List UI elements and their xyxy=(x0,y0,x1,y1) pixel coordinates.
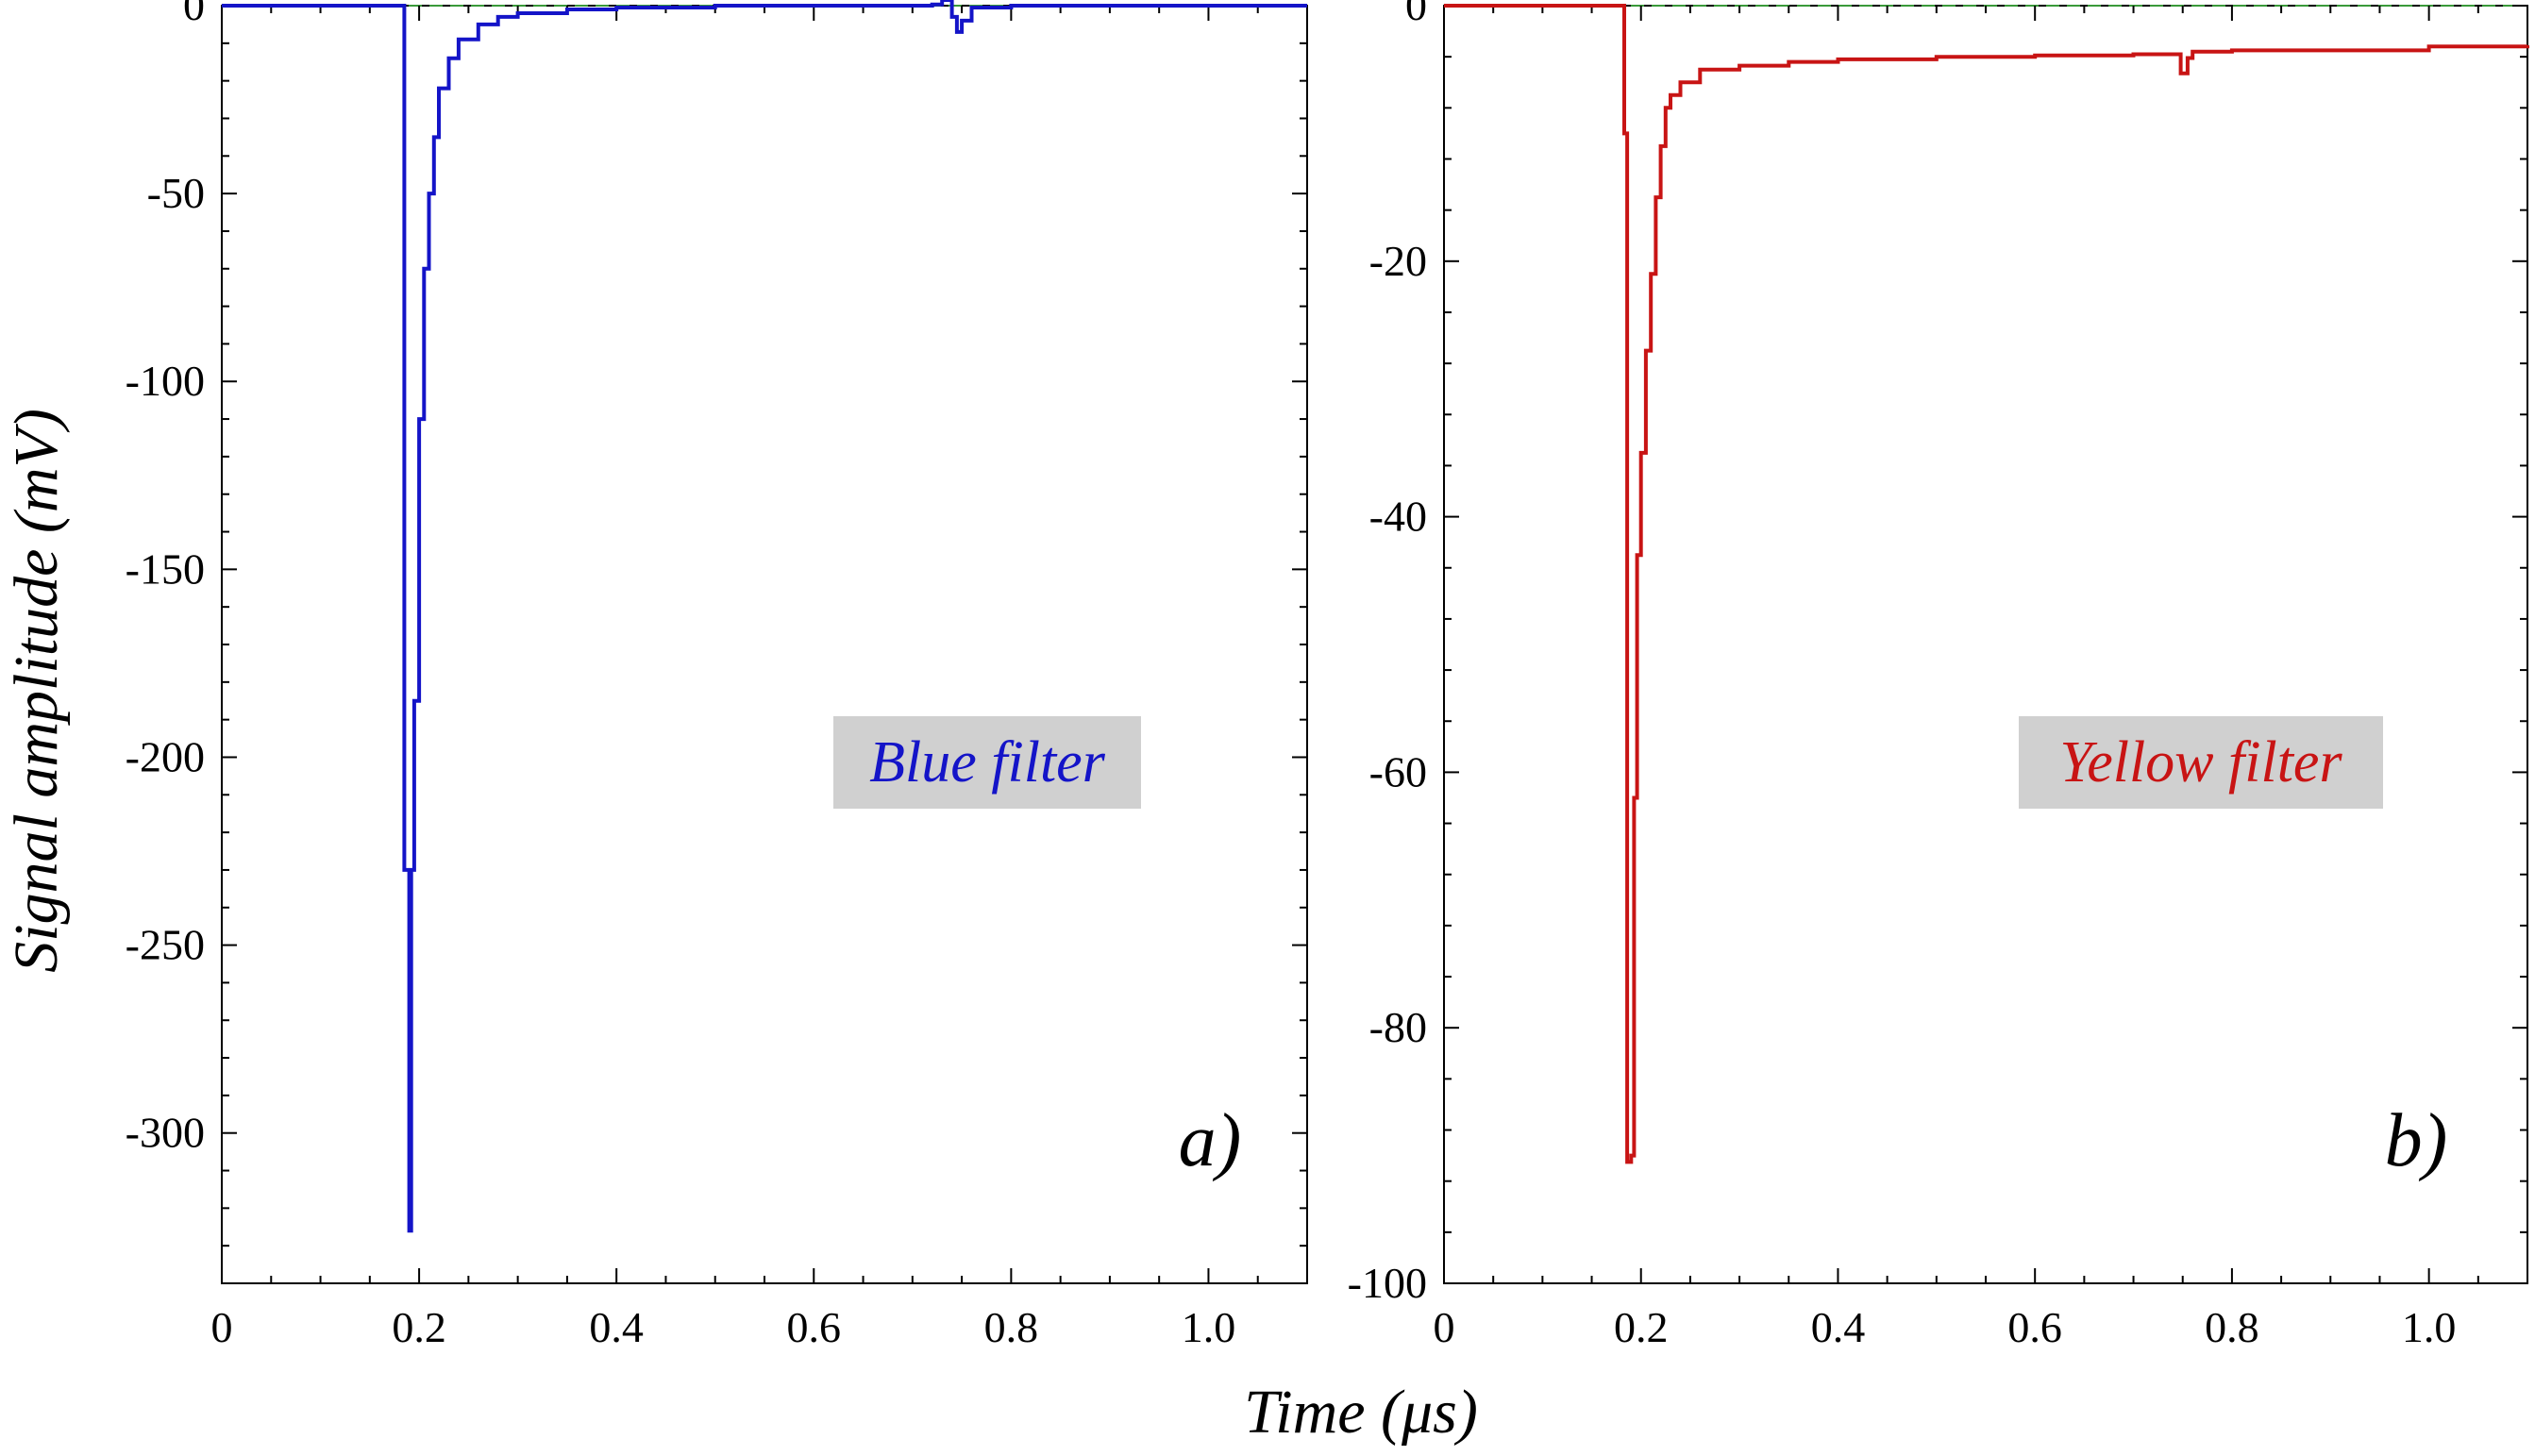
filter-label-b: Yellow filter xyxy=(2059,730,2342,795)
filter-label-a: Blue filter xyxy=(869,730,1106,795)
x-tick-label-b: 0 xyxy=(1434,1303,1455,1351)
y-tick-label-b: -60 xyxy=(1369,747,1427,795)
y-tick-label-a: -300 xyxy=(126,1109,205,1157)
x-tick-label-a: 0 xyxy=(211,1303,233,1351)
y-tick-label-a: -200 xyxy=(126,732,205,780)
panel-a-blue-filter: 0 0.2 0.4 0.6 0.8 1.0 0 -50 -100 -150 -200 -250 -300… xyxy=(126,0,1308,1351)
y-tick-label-b: 0 xyxy=(1405,0,1427,29)
x-tick-label-b: 1.0 xyxy=(2402,1303,2457,1351)
x-tick-label-a: 0.8 xyxy=(984,1303,1039,1351)
filter-label-bg-a xyxy=(833,716,1141,809)
panel-b-yellow-filter: 0 0.2 0.4 0.6 0.8 1.0 0 -20 -40 -60 -80 -100 Yellow … xyxy=(1348,0,2529,1351)
x-axis-title: Time (μs) xyxy=(1244,1378,1478,1447)
y-tick-label-b: -40 xyxy=(1369,493,1427,541)
y-tick-label-b: -100 xyxy=(1348,1259,1427,1307)
filter-label-bg-b xyxy=(2019,716,2383,809)
panel-letter-b: b) xyxy=(2385,1099,2448,1182)
x-tick-label-a: 0.6 xyxy=(787,1303,842,1351)
x-tick-label-b: 0.4 xyxy=(1811,1303,1866,1351)
x-tick-label-a: 1.0 xyxy=(1182,1303,1236,1351)
y-tick-label-a: -250 xyxy=(126,921,205,969)
y-tick-label-a: -100 xyxy=(126,357,205,405)
x-tick-label-b: 0.2 xyxy=(1614,1303,1669,1351)
panel-letter-a: a) xyxy=(1179,1099,1242,1182)
y-tick-label-b: -20 xyxy=(1369,237,1427,285)
x-tick-label-b: 0.8 xyxy=(2205,1303,2259,1351)
y-axis-title: Signal amplitude (mV) xyxy=(2,409,71,973)
y-tick-label-a: 0 xyxy=(183,0,205,29)
y-tick-label-a: -50 xyxy=(147,169,205,217)
x-tick-label-a: 0.2 xyxy=(392,1303,446,1351)
signal-line-b xyxy=(1444,4,2529,1164)
x-tick-label-a: 0.4 xyxy=(589,1303,644,1351)
y-tick-label-a: -150 xyxy=(126,544,205,593)
y-tick-label-b: -80 xyxy=(1369,1003,1427,1051)
x-tick-label-b: 0.6 xyxy=(2007,1303,2062,1351)
signal-line-a xyxy=(222,0,1307,1233)
